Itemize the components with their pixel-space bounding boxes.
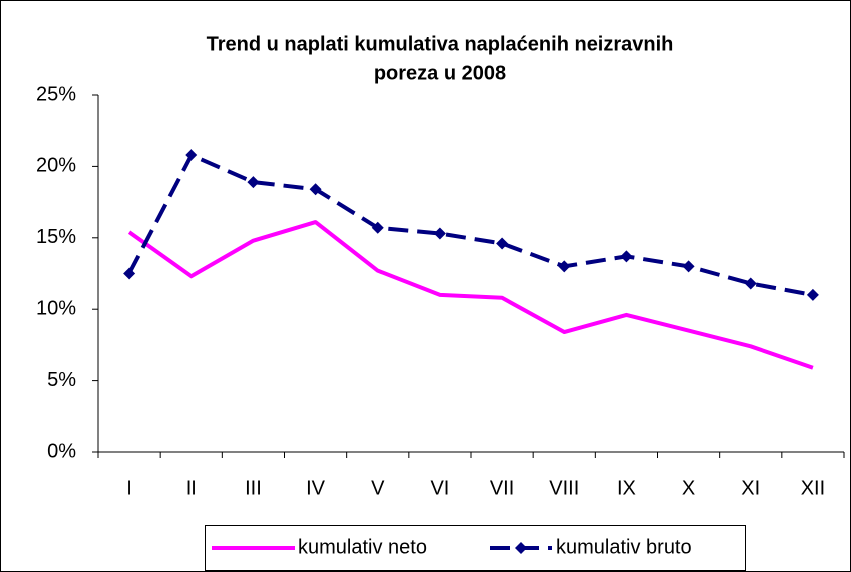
- x-tick-label: VIII: [549, 477, 579, 499]
- x-tick-label: I: [126, 477, 132, 499]
- point-marker: [558, 260, 571, 273]
- y-tick-label: 25%: [36, 83, 76, 105]
- point-marker: [496, 237, 509, 250]
- x-tick-label: XI: [741, 477, 760, 499]
- legend-box: [205, 525, 746, 571]
- point-marker: [371, 221, 384, 234]
- legend-label: kumulativ neto: [298, 536, 427, 558]
- x-tick-label: XII: [801, 477, 825, 499]
- x-tick-label: III: [245, 477, 262, 499]
- point-marker: [185, 148, 198, 161]
- x-tick-label: VII: [490, 477, 514, 499]
- chart-title: poreza u 2008: [374, 62, 506, 84]
- series-line: [127, 220, 814, 370]
- legend-label: kumulativ bruto: [556, 536, 692, 558]
- point-marker: [806, 288, 819, 301]
- x-tick-label: X: [682, 477, 695, 499]
- point-marker: [682, 260, 695, 273]
- y-tick-label: 5%: [47, 369, 76, 391]
- chart-title: Trend u naplati kumulativa naplaćenih ne…: [207, 33, 674, 55]
- point-marker: [309, 183, 322, 196]
- y-tick-label: 0%: [47, 440, 76, 462]
- x-tick-label: II: [186, 477, 197, 499]
- point-marker: [247, 176, 260, 189]
- x-tick-label: IX: [617, 477, 636, 499]
- y-tick-label: 15%: [36, 226, 76, 248]
- y-tick-label: 10%: [36, 297, 76, 319]
- series-line: [127, 152, 814, 297]
- point-marker: [123, 267, 136, 280]
- point-marker: [744, 277, 757, 290]
- point-marker: [620, 250, 633, 263]
- x-tick-label: IV: [306, 477, 326, 499]
- y-tick-label: 20%: [36, 155, 76, 177]
- x-tick-label: VI: [430, 477, 449, 499]
- x-tick-label: V: [371, 477, 385, 499]
- point-marker: [433, 227, 446, 240]
- legend-marker: [515, 542, 527, 554]
